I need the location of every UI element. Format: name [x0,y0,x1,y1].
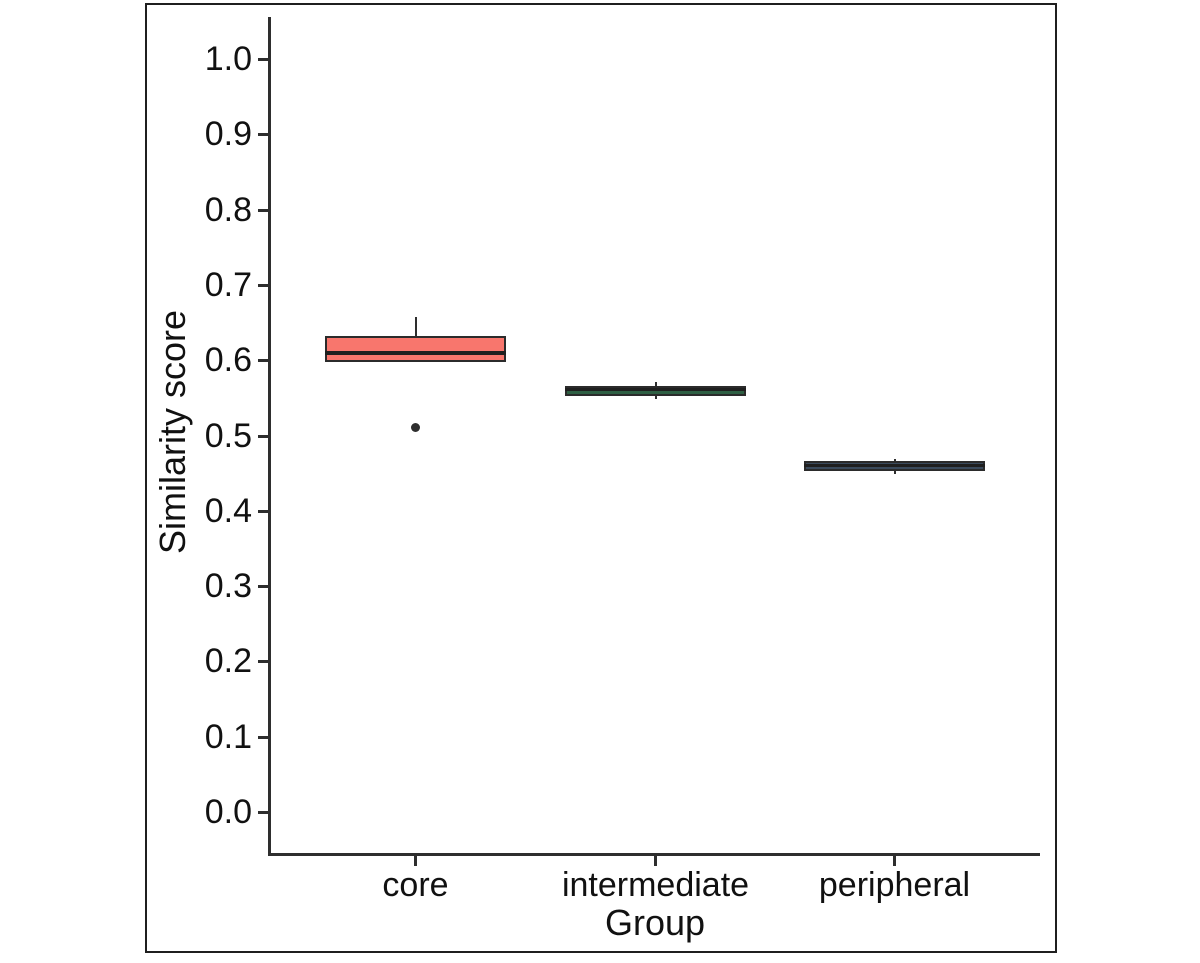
y-tick-label: 0.0 [204,793,252,831]
y-tick-mark [258,133,268,137]
x-tick-mark [654,856,657,866]
x-tick-label-core: core [382,866,449,904]
x-tick-label-intermediate: intermediate [561,866,750,904]
y-tick-label: 0.1 [204,717,252,756]
y-tick-mark [258,811,268,814]
median-peripheral [804,464,985,468]
y-tick-label: 0.5 [204,416,252,455]
outlier-point-core [411,422,420,432]
y-tick-mark [258,359,268,363]
y-tick-mark [258,660,268,664]
median-core [325,350,506,355]
x-tick-mark [893,856,896,866]
y-tick-mark [258,735,268,739]
y-axis-title: Similarity score [152,309,193,555]
y-tick-mark [258,434,268,438]
median-intermediate [565,388,746,392]
y-tick-label: 1.0 [204,40,252,78]
y-tick-mark [258,283,268,287]
y-tick-label: 0.2 [204,642,252,681]
x-axis-line [268,853,1040,856]
x-axis-title: Group [604,902,706,943]
y-tick-label: 0.9 [204,115,252,154]
x-tick-label-peripheral: peripheral [818,866,971,904]
figure-border [145,3,1057,953]
x-tick-mark [414,856,417,866]
y-tick-label: 0.8 [204,190,252,229]
y-tick-mark [258,208,268,212]
y-tick-mark [258,509,268,513]
box-core [325,336,506,362]
y-tick-mark [258,585,268,589]
y-tick-label: 0.3 [204,567,252,606]
y-tick-label: 0.7 [204,265,252,304]
y-axis-line [268,17,271,856]
y-tick-label: 0.4 [204,491,252,530]
y-tick-label: 0.6 [204,341,252,380]
y-tick-mark [258,58,268,61]
